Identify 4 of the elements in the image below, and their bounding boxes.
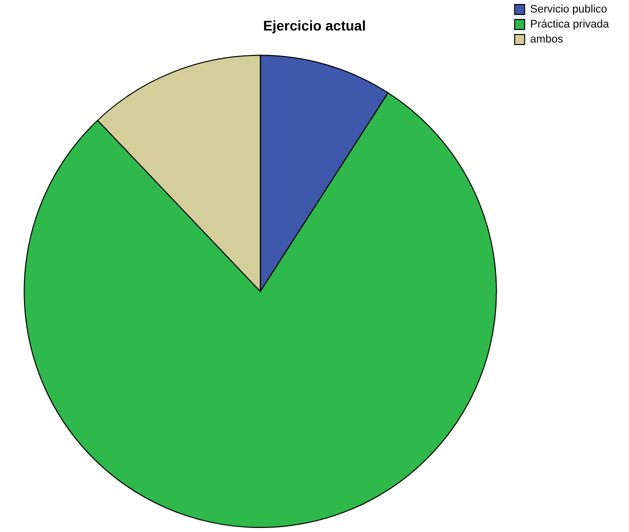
legend-label: ambos	[530, 34, 564, 46]
legend-label: Práctica privada	[530, 18, 610, 31]
text: Ejercicio actual	[263, 17, 366, 34]
legend-label: Servicio publico	[530, 4, 608, 16]
